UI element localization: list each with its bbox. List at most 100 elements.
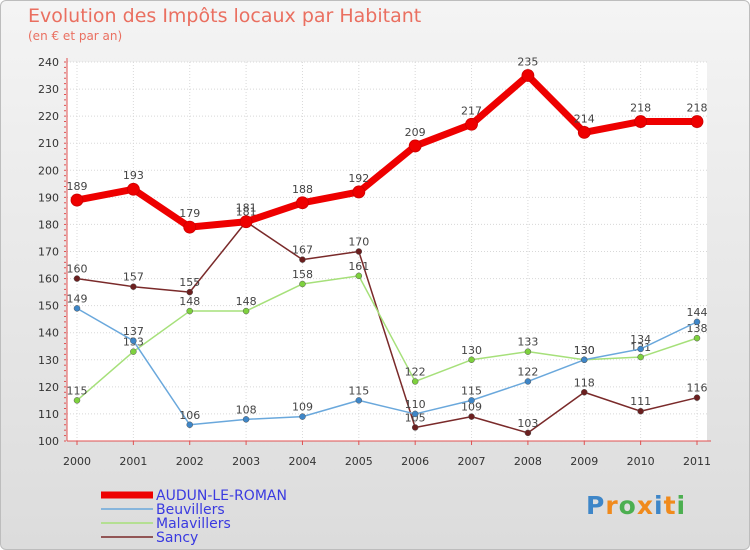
logo-letter: o (618, 491, 637, 520)
data-label: 161 (348, 260, 369, 273)
series-line (76, 275, 698, 402)
data-label: 160 (67, 263, 88, 276)
data-point (693, 334, 701, 342)
data-point (468, 413, 475, 420)
data-label: 148 (236, 295, 257, 308)
data-label: 134 (630, 333, 651, 346)
chart-subtitle: (en € et par an) (28, 29, 123, 43)
data-label: 179 (179, 207, 200, 220)
data-label: 130 (461, 344, 482, 357)
data-point (524, 348, 532, 355)
data-point (521, 69, 535, 82)
x-tick-label: 2004 (288, 455, 316, 468)
data-point (70, 193, 84, 207)
data-label: 109 (292, 401, 313, 414)
y-tick-label: 220 (38, 110, 59, 123)
data-point (524, 429, 532, 437)
data-point (73, 305, 81, 312)
series-line (76, 307, 698, 426)
data-point (299, 413, 306, 420)
series-line (73, 72, 701, 231)
y-tick-label: 110 (38, 408, 59, 421)
data-label: 158 (292, 268, 313, 281)
data-label: 217 (461, 104, 482, 117)
x-tick-label: 2000 (63, 455, 91, 468)
data-point (524, 378, 532, 385)
logo-letter: r (605, 491, 619, 520)
data-label: 193 (123, 169, 144, 182)
y-tick-label: 180 (38, 218, 59, 231)
data-point (355, 397, 363, 404)
x-tick-label: 2010 (627, 455, 655, 468)
data-label: 115 (461, 384, 482, 397)
x-tick-label: 2007 (458, 455, 486, 468)
data-label: 103 (517, 417, 538, 430)
data-label: 137 (123, 325, 144, 338)
x-tick-label: 2006 (401, 455, 429, 468)
data-label: 157 (123, 271, 144, 284)
data-point (465, 117, 478, 131)
data-point (242, 307, 250, 315)
data-label: 130 (574, 344, 595, 357)
data-point (352, 185, 366, 199)
legend-label: Malavillers (156, 516, 231, 532)
series-line (76, 220, 698, 434)
data-point (355, 272, 363, 280)
data-point (411, 378, 419, 385)
data-label: 109 (461, 401, 482, 414)
data-point (637, 407, 644, 415)
x-tick-label: 2008 (514, 455, 542, 468)
data-label: 218 (687, 102, 708, 115)
chart-title: Evolution des Impôts locaux par Habitant (28, 5, 422, 27)
legend-label: AUDUN-LE-ROMAN (156, 488, 287, 504)
data-label: 181 (236, 206, 257, 219)
data-label: 148 (179, 295, 200, 308)
data-label: 115 (67, 384, 88, 397)
data-label: 133 (517, 336, 538, 349)
data-point (411, 410, 419, 418)
data-label: 105 (405, 411, 426, 424)
data-point (468, 397, 475, 404)
data-label: 235 (517, 56, 538, 69)
logo-letter: i (654, 491, 664, 520)
data-point (242, 416, 250, 423)
data-point (130, 337, 137, 345)
data-point (186, 307, 193, 315)
x-tick-label: 2005 (345, 455, 373, 468)
data-label: 108 (236, 403, 257, 416)
data-point (183, 220, 197, 234)
data-label: 110 (405, 398, 426, 411)
proxiti-logo: Proxiti (586, 491, 686, 520)
y-tick-label: 230 (38, 83, 59, 96)
data-point (690, 115, 704, 128)
y-tick-label: 190 (38, 191, 59, 204)
data-point (577, 125, 591, 139)
y-tick-label: 150 (38, 300, 59, 313)
data-point (693, 318, 701, 326)
data-label: 218 (630, 102, 651, 115)
data-point (130, 283, 137, 290)
x-tick-label: 2001 (119, 455, 147, 468)
data-label: 192 (348, 172, 369, 185)
data-label: 144 (687, 306, 708, 319)
data-label: 167 (292, 244, 313, 257)
data-point (581, 356, 588, 364)
data-point (411, 424, 419, 431)
y-tick-label: 100 (38, 435, 59, 448)
y-tick-label: 210 (38, 137, 59, 150)
data-point (73, 397, 81, 404)
data-point (186, 288, 193, 296)
data-label: 122 (517, 365, 538, 378)
data-label: 106 (179, 409, 200, 422)
data-label: 155 (179, 276, 200, 289)
data-label: 214 (574, 112, 595, 125)
data-point (299, 280, 306, 288)
y-tick-label: 120 (38, 381, 59, 394)
y-tick-label: 130 (38, 354, 59, 367)
data-label: 116 (687, 382, 708, 395)
logo-letter: i (676, 491, 687, 520)
data-point (296, 196, 309, 210)
x-tick-label: 2009 (570, 455, 598, 468)
